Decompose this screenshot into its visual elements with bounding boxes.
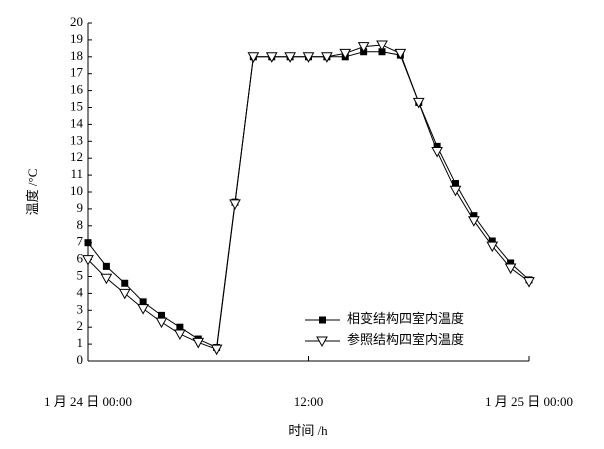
marker xyxy=(155,317,168,329)
y-tick-label: 18 xyxy=(70,48,83,63)
y-tick-label: 16 xyxy=(70,82,84,97)
marker xyxy=(118,288,131,300)
y-tick-label: 7 xyxy=(77,234,84,249)
legend-label: 参照结构四室内温度 xyxy=(347,332,464,347)
marker xyxy=(339,48,352,60)
marker xyxy=(174,329,186,340)
marker xyxy=(431,146,443,158)
marker xyxy=(376,40,388,51)
y-tick-label: 10 xyxy=(70,183,83,198)
marker xyxy=(102,262,110,270)
y-tick-label: 9 xyxy=(77,200,84,215)
y-tick-label: 8 xyxy=(77,217,84,232)
y-tick-label: 19 xyxy=(70,31,83,46)
marker xyxy=(394,48,407,60)
y-tick-label: 14 xyxy=(70,115,84,130)
marker xyxy=(100,273,113,285)
y-tick-label: 1 xyxy=(77,335,84,350)
y-axis-label: 温度 /°C xyxy=(25,169,40,216)
series-line xyxy=(87,51,530,349)
marker xyxy=(121,279,129,287)
marker xyxy=(139,298,147,306)
marker xyxy=(470,212,478,220)
marker xyxy=(302,52,315,63)
marker xyxy=(452,180,459,188)
marker xyxy=(210,344,223,356)
marker xyxy=(137,304,149,315)
marker xyxy=(158,311,165,319)
legend-label: 相变结构四室内温度 xyxy=(347,311,464,326)
y-tick-label: 13 xyxy=(70,132,83,147)
legend-marker xyxy=(319,316,326,324)
y-tick-label: 4 xyxy=(77,284,84,299)
marker xyxy=(378,48,386,56)
marker xyxy=(357,42,370,53)
marker xyxy=(229,199,241,210)
y-tick-label: 0 xyxy=(77,352,84,367)
y-tick-label: 11 xyxy=(70,166,83,181)
marker xyxy=(486,241,499,253)
marker xyxy=(82,255,94,266)
marker xyxy=(176,323,184,331)
marker xyxy=(265,52,278,63)
y-tick-label: 6 xyxy=(77,251,84,266)
marker xyxy=(488,237,496,245)
x-tick-label: 12:00 xyxy=(294,394,324,409)
marker xyxy=(247,52,260,63)
x-tick-label: 1 月 25 日 00:00 xyxy=(485,394,573,409)
y-tick-label: 15 xyxy=(70,98,83,113)
marker xyxy=(321,52,333,63)
marker xyxy=(284,52,296,63)
y-tick-label: 2 xyxy=(77,318,84,333)
y-tick-label: 3 xyxy=(77,301,84,316)
marker xyxy=(449,185,462,197)
marker xyxy=(412,97,425,109)
marker xyxy=(192,337,205,349)
marker xyxy=(507,259,515,267)
y-tick-label: 17 xyxy=(70,65,84,80)
marker xyxy=(523,277,535,288)
legend-marker xyxy=(316,336,328,348)
marker xyxy=(504,263,517,275)
x-axis-label: 时间 /h xyxy=(288,423,328,438)
y-tick-label: 20 xyxy=(70,14,83,29)
marker xyxy=(84,239,92,247)
y-tick-label: 5 xyxy=(77,267,84,282)
marker xyxy=(468,216,480,227)
marker xyxy=(433,142,441,150)
y-tick-label: 12 xyxy=(70,149,83,164)
x-tick-label: 1 月 24 日 00:00 xyxy=(44,394,132,409)
